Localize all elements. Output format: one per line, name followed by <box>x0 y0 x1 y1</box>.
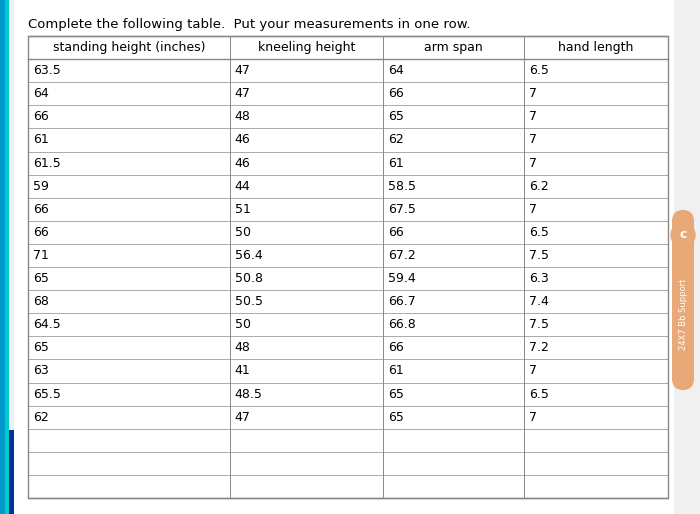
Text: 6.5: 6.5 <box>529 64 549 77</box>
Text: 7.5: 7.5 <box>529 249 549 262</box>
Text: 7: 7 <box>529 87 537 100</box>
Text: 46: 46 <box>234 134 251 146</box>
Text: 7.4: 7.4 <box>529 295 549 308</box>
Circle shape <box>671 223 695 247</box>
Text: 51: 51 <box>234 203 251 216</box>
Text: c: c <box>679 229 687 242</box>
Text: 71: 71 <box>33 249 49 262</box>
Text: 64: 64 <box>33 87 49 100</box>
Text: 6.3: 6.3 <box>529 272 549 285</box>
Text: 50: 50 <box>234 318 251 331</box>
Text: 66: 66 <box>389 87 404 100</box>
Text: 59.4: 59.4 <box>389 272 416 285</box>
Text: 64.5: 64.5 <box>33 318 61 331</box>
Text: 63: 63 <box>33 364 49 377</box>
Bar <box>5 0 9 514</box>
Text: 64: 64 <box>389 64 404 77</box>
Text: 7: 7 <box>529 364 537 377</box>
Text: 66.7: 66.7 <box>389 295 416 308</box>
Bar <box>28 36 668 498</box>
Text: 65: 65 <box>389 411 404 424</box>
Text: 66: 66 <box>33 203 49 216</box>
Text: 50.8: 50.8 <box>234 272 262 285</box>
Text: 62: 62 <box>389 134 404 146</box>
Text: 66: 66 <box>389 341 404 354</box>
Text: 56.4: 56.4 <box>234 249 262 262</box>
Text: 7: 7 <box>529 157 537 170</box>
Text: hand length: hand length <box>559 41 634 54</box>
Text: 7: 7 <box>529 411 537 424</box>
Bar <box>0 0 5 514</box>
Text: 41: 41 <box>234 364 251 377</box>
Text: 7: 7 <box>529 111 537 123</box>
Text: 47: 47 <box>234 411 251 424</box>
Text: 6.5: 6.5 <box>529 388 549 400</box>
Text: standing height (inches): standing height (inches) <box>52 41 205 54</box>
Text: 61: 61 <box>389 157 404 170</box>
Text: 7: 7 <box>529 203 537 216</box>
Text: arm span: arm span <box>424 41 483 54</box>
Text: Complete the following table.  Put your measurements in one row.: Complete the following table. Put your m… <box>28 18 470 31</box>
Text: 48.5: 48.5 <box>234 388 262 400</box>
Text: 65: 65 <box>389 111 404 123</box>
Text: 44: 44 <box>234 180 251 193</box>
Text: 65: 65 <box>389 388 404 400</box>
Text: 24X7 Bb Support: 24X7 Bb Support <box>678 279 687 350</box>
Text: 47: 47 <box>234 64 251 77</box>
Text: 59: 59 <box>33 180 49 193</box>
Text: 65: 65 <box>33 341 49 354</box>
Text: 65: 65 <box>33 272 49 285</box>
Text: 61: 61 <box>389 364 404 377</box>
Text: 48: 48 <box>234 341 251 354</box>
Text: 63.5: 63.5 <box>33 64 61 77</box>
Text: 58.5: 58.5 <box>389 180 416 193</box>
Text: 46: 46 <box>234 157 251 170</box>
Text: 65.5: 65.5 <box>33 388 61 400</box>
Text: 67.5: 67.5 <box>389 203 416 216</box>
Text: 47: 47 <box>234 87 251 100</box>
Text: 50.5: 50.5 <box>234 295 262 308</box>
Text: 48: 48 <box>234 111 251 123</box>
Bar <box>9 430 14 514</box>
Text: 66: 66 <box>389 226 404 239</box>
Text: 7: 7 <box>529 134 537 146</box>
Text: 66.8: 66.8 <box>389 318 416 331</box>
Text: 66: 66 <box>33 111 49 123</box>
Text: 7.2: 7.2 <box>529 341 549 354</box>
Text: 6.5: 6.5 <box>529 226 549 239</box>
Text: 62: 62 <box>33 411 49 424</box>
Text: 6.2: 6.2 <box>529 180 549 193</box>
Text: kneeling height: kneeling height <box>258 41 355 54</box>
Text: 66: 66 <box>33 226 49 239</box>
Text: 7.5: 7.5 <box>529 318 549 331</box>
Text: 67.2: 67.2 <box>389 249 416 262</box>
FancyBboxPatch shape <box>672 210 694 390</box>
Text: 50: 50 <box>234 226 251 239</box>
Text: 61.5: 61.5 <box>33 157 61 170</box>
Text: 61: 61 <box>33 134 49 146</box>
Text: 68: 68 <box>33 295 49 308</box>
